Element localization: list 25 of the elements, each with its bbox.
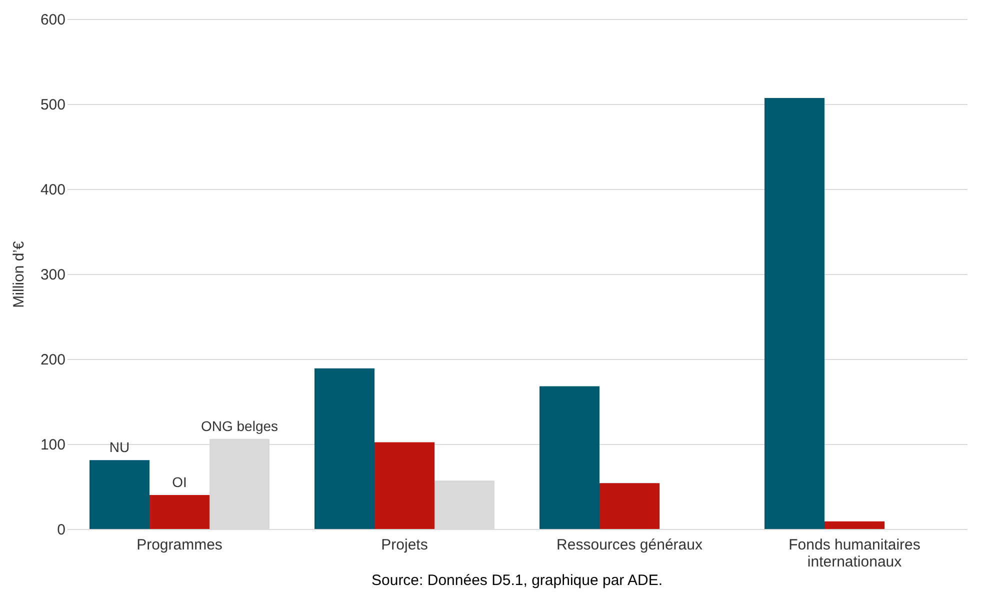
bar	[824, 521, 884, 529]
bar	[600, 483, 660, 529]
y-tick-label: 0	[57, 522, 66, 538]
bar	[150, 495, 210, 529]
y-tick-label: 600	[40, 12, 66, 28]
y-axis-title: Million d’€	[10, 240, 28, 308]
x-tick-label: Projets	[381, 536, 428, 554]
bar	[540, 386, 600, 529]
series-label: ONG belges	[200, 418, 278, 434]
y-tick-label: 500	[40, 96, 66, 114]
x-tick-label: Programmes	[136, 536, 222, 554]
bar	[314, 368, 374, 529]
x-tick-label: Ressources généraux	[556, 536, 703, 554]
bar	[764, 98, 824, 529]
source-note: Source: Données D5.1, graphique par ADE.	[371, 572, 663, 589]
bar	[90, 460, 150, 529]
y-tick-label: 100	[40, 436, 66, 454]
bar	[374, 442, 434, 529]
y-tick-label: 400	[40, 182, 66, 198]
bar	[434, 480, 494, 529]
y-tick-label: 300	[40, 266, 66, 284]
y-tick-label: 200	[40, 352, 66, 368]
x-tick-label: Fonds humanitaires internationaux	[788, 536, 920, 570]
series-label: NU	[109, 439, 130, 456]
series-label: OI	[172, 474, 187, 490]
